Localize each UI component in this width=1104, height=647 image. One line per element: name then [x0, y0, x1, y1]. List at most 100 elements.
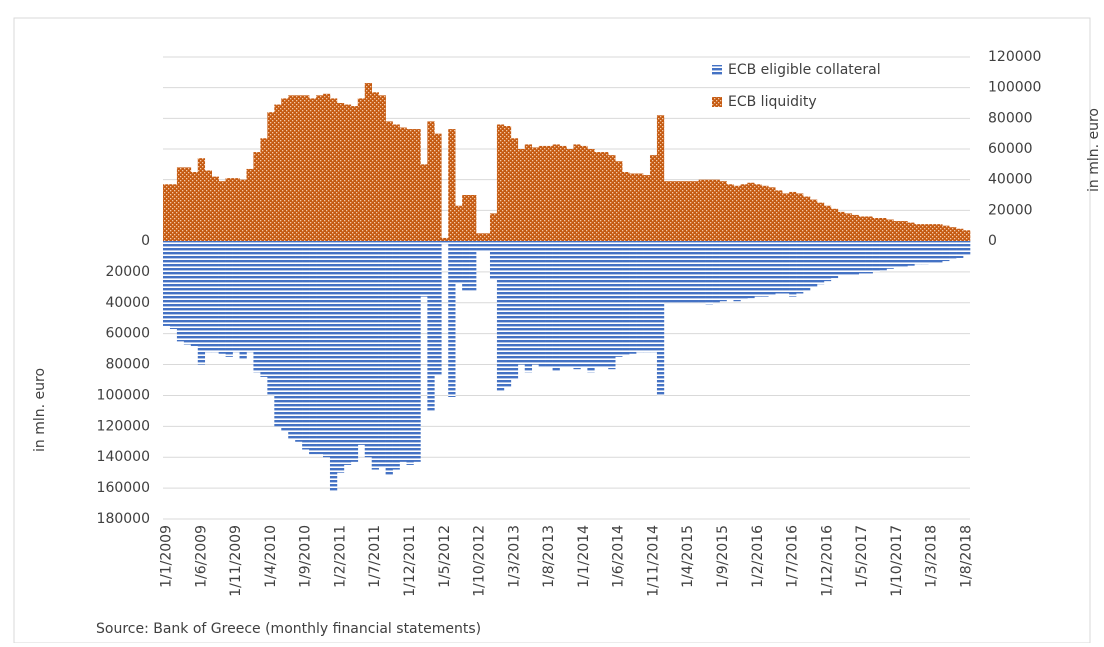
bar — [483, 241, 491, 252]
x-tick-label: 1/5/2017 — [854, 525, 870, 588]
bar — [921, 241, 929, 265]
bar — [587, 241, 595, 373]
bar — [886, 241, 894, 269]
bar — [879, 241, 887, 271]
bar — [218, 241, 226, 354]
bar — [851, 241, 859, 275]
y-axis-title: in mln. euro — [32, 368, 48, 452]
bar — [163, 241, 171, 326]
bar — [323, 93, 331, 241]
bar — [629, 173, 637, 241]
bar — [684, 241, 693, 303]
bar — [629, 241, 637, 354]
bar — [670, 181, 679, 241]
bar — [601, 241, 609, 368]
bar — [622, 241, 630, 356]
bar — [740, 184, 748, 241]
bar — [413, 241, 421, 462]
bar — [656, 115, 665, 241]
x-tick-label: 1/2/2011 — [332, 525, 348, 588]
bar — [392, 124, 400, 241]
bar — [879, 218, 887, 241]
y-tick-label: 60000 — [105, 326, 150, 342]
bar — [858, 216, 866, 241]
bar — [274, 104, 282, 242]
bar — [211, 241, 219, 353]
bar — [566, 241, 574, 368]
bar — [608, 155, 616, 241]
bar — [552, 144, 560, 241]
bar — [503, 241, 512, 388]
bar — [476, 233, 484, 241]
bar — [350, 241, 359, 462]
bar — [636, 241, 644, 353]
bar — [886, 219, 894, 241]
bar — [580, 241, 588, 368]
bar — [816, 241, 825, 285]
bar — [427, 241, 435, 411]
bar — [309, 241, 317, 455]
bar — [357, 241, 366, 445]
bar — [420, 164, 428, 241]
y2-tick-label: 20000 — [988, 202, 1033, 218]
bar — [719, 181, 727, 241]
y-tick-label: 180000 — [97, 511, 150, 527]
bar — [496, 124, 505, 241]
x-tick-label: 1/3/2013 — [506, 525, 522, 588]
bar — [705, 241, 713, 305]
bar — [649, 155, 658, 241]
bar — [893, 241, 901, 268]
bar — [649, 241, 658, 353]
bar — [413, 129, 421, 241]
bar — [476, 241, 484, 252]
bar — [733, 241, 741, 302]
bar — [441, 237, 449, 241]
bar — [163, 184, 171, 241]
bar — [288, 95, 296, 241]
x-tick-label: 1/4/2010 — [263, 525, 279, 588]
bar — [489, 241, 498, 280]
bar — [469, 241, 477, 291]
bar — [295, 241, 303, 442]
bar — [364, 241, 373, 458]
bar — [281, 241, 289, 431]
x-tick-label: 1/6/2014 — [611, 525, 627, 588]
bar — [844, 213, 853, 241]
bar — [747, 182, 755, 241]
bar — [225, 178, 233, 241]
x-tick-label: 1/9/2015 — [715, 525, 731, 588]
bar — [489, 213, 498, 241]
bar — [545, 241, 553, 368]
x-tick-label: 1/7/2011 — [367, 525, 383, 588]
bar — [782, 193, 790, 241]
legend-label: ECB eligible collateral — [728, 62, 881, 78]
bar — [538, 241, 546, 368]
bar — [434, 241, 442, 376]
bar — [329, 241, 338, 492]
bar — [455, 241, 463, 283]
bar — [218, 181, 226, 241]
bar — [928, 224, 936, 241]
y2-tick-label: 60000 — [988, 141, 1033, 157]
bar — [316, 95, 324, 241]
x-tick-label: 1/10/2012 — [472, 525, 488, 597]
bar — [754, 241, 762, 297]
y-tick-label: 20000 — [105, 264, 150, 280]
bar — [935, 224, 943, 241]
legend-swatch — [712, 97, 722, 107]
x-tick-label: 1/8/2013 — [541, 525, 557, 588]
bar — [872, 218, 880, 241]
bar — [420, 241, 428, 297]
y-tick-label: 140000 — [97, 449, 150, 465]
bar — [858, 241, 866, 274]
bar — [239, 241, 247, 360]
bar — [775, 241, 783, 294]
bar — [643, 241, 651, 353]
bar — [524, 144, 533, 241]
bar — [789, 191, 797, 241]
bar — [823, 205, 832, 241]
bar — [197, 241, 206, 365]
bar — [510, 138, 519, 241]
bar — [455, 205, 463, 241]
bar — [768, 241, 776, 296]
